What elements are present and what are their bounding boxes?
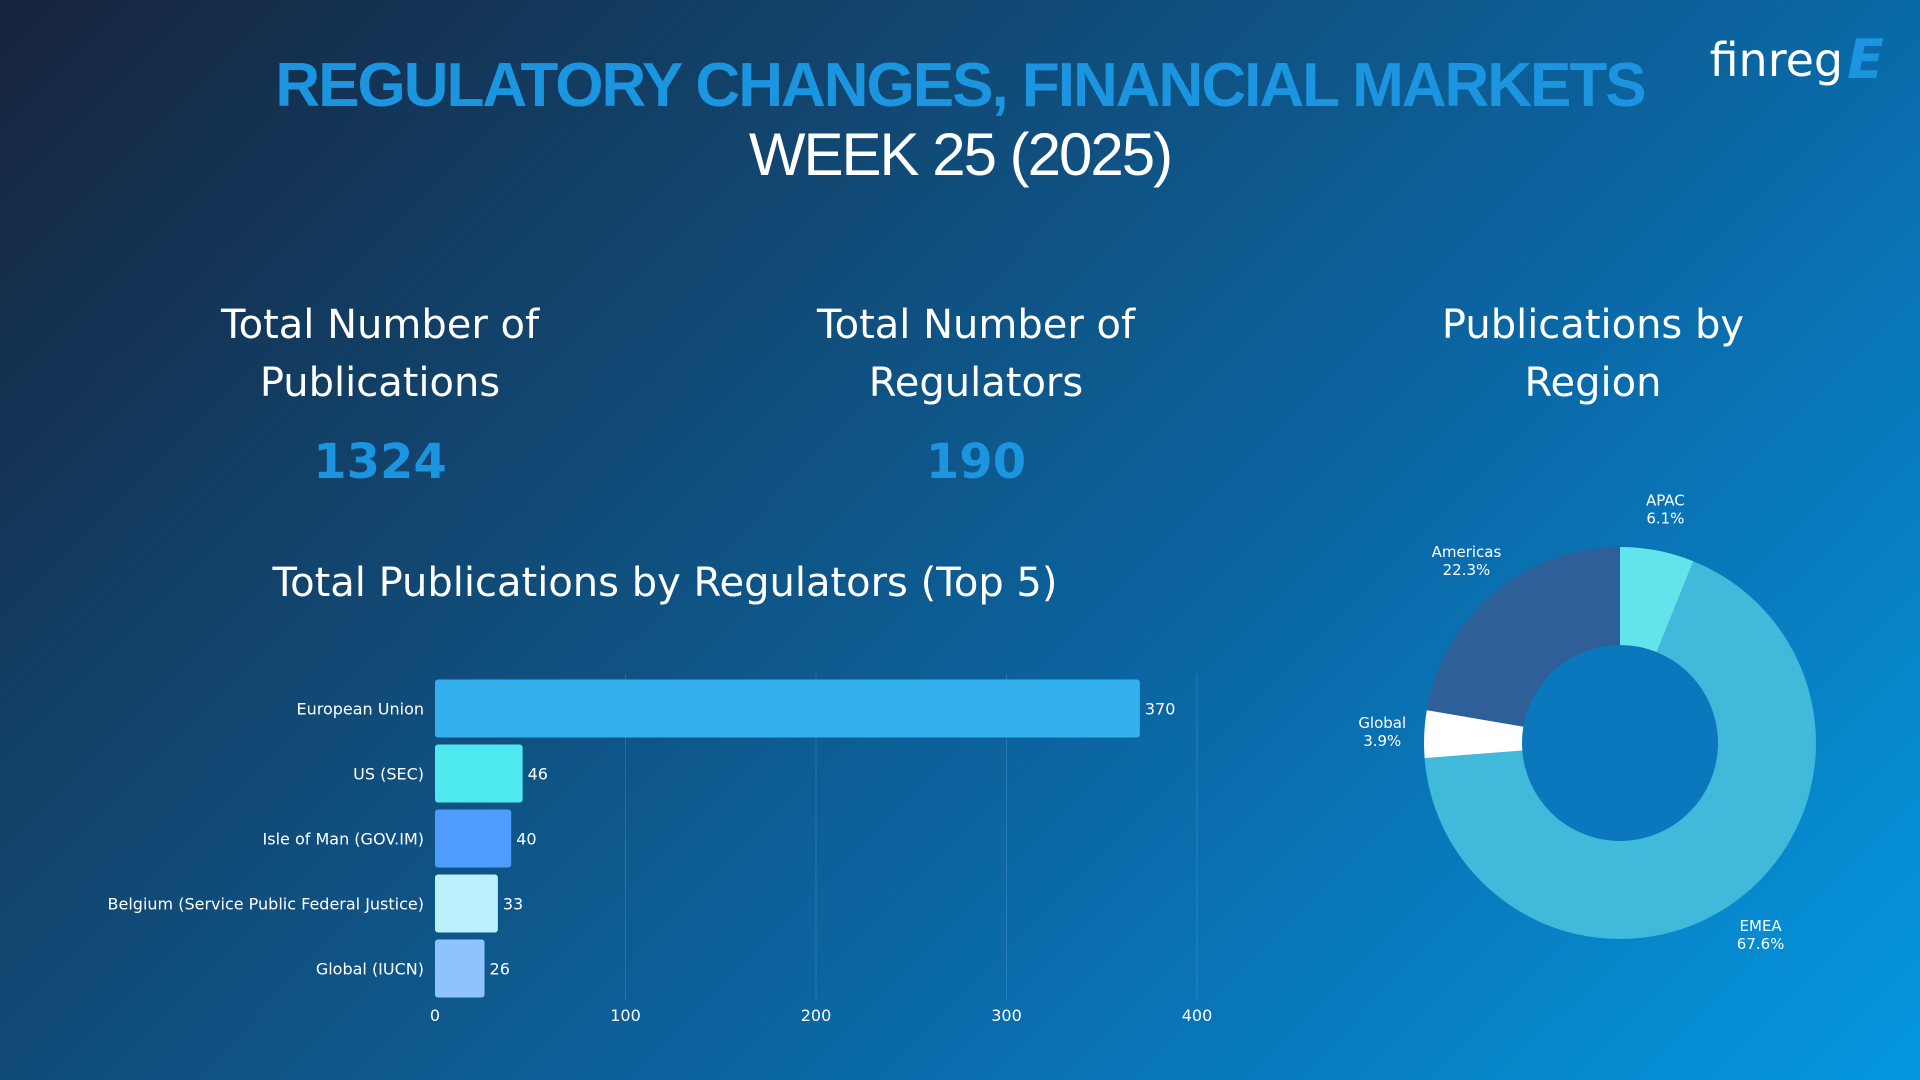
slice-label-global: Global xyxy=(1358,714,1406,732)
bar-belgium-service-public-federal-justice xyxy=(435,874,498,933)
x-tick-label-100: 100 xyxy=(610,1006,641,1025)
bar-global-iucn xyxy=(435,939,485,998)
kpi-publications-label-line2: Publications xyxy=(259,360,501,406)
region-title-line1: Publications by xyxy=(1441,302,1745,348)
slice-value-americas: 22.3% xyxy=(1443,561,1491,579)
slice-emea xyxy=(1424,561,1816,939)
slice-label-emea: EMEA xyxy=(1740,917,1783,935)
bar-chart-title: Total Publications by Regulators (Top 5) xyxy=(272,560,1058,606)
value-label-global-iucn: 26 xyxy=(490,960,510,979)
value-label-belgium-service-public-federal-justice: 33 xyxy=(503,895,523,914)
category-label-belgium-service-public-federal-justice: Belgium (Service Public Federal Justice) xyxy=(108,895,424,914)
slice-value-emea: 67.6% xyxy=(1737,935,1785,953)
region-title-line2: Region xyxy=(1524,360,1662,406)
slice-label-apac: APAC xyxy=(1646,491,1685,509)
category-label-us-sec: US (SEC) xyxy=(353,765,424,784)
x-tick-label-400: 400 xyxy=(1182,1006,1213,1025)
kpi-publications-label-line1: Total Number of xyxy=(220,302,540,348)
region-section-title: Publications by Region xyxy=(1353,296,1833,412)
slice-label-americas: Americas xyxy=(1432,543,1502,561)
value-label-us-sec: 46 xyxy=(528,765,548,784)
bar-european-union xyxy=(435,679,1140,738)
logo-text: finreg xyxy=(1709,32,1844,87)
category-label-global-iucn: Global (IUCN) xyxy=(316,960,424,979)
kpi-publications: Total Number of Publications 1324 xyxy=(140,296,620,490)
slice-americas xyxy=(1426,547,1620,727)
donut-hole xyxy=(1520,643,1720,843)
kpi-regulators-value: 190 xyxy=(925,434,1027,490)
page-subtitle: WEEK 25 (2025) xyxy=(748,121,1173,188)
kpi-regulators-label-line2: Regulators xyxy=(868,360,1084,406)
x-tick-label-200: 200 xyxy=(801,1006,832,1025)
slice-apac xyxy=(1620,547,1694,653)
x-tick-label-300: 300 xyxy=(991,1006,1022,1025)
slice-global xyxy=(1424,710,1524,759)
slice-value-global: 3.9% xyxy=(1363,732,1401,750)
value-label-european-union: 370 xyxy=(1145,700,1176,719)
page-title: REGULATORY CHANGES, FINANCIAL MARKETS xyxy=(275,51,1646,120)
kpi-publications-value: 1324 xyxy=(313,434,447,490)
slice-value-apac: 6.1% xyxy=(1646,509,1684,527)
logo-mark-icon: E xyxy=(1847,28,1884,91)
value-label-isle-of-man-gov-im: 40 xyxy=(516,830,536,849)
kpi-regulators-label-line1: Total Number of xyxy=(816,302,1136,348)
bar-chart: European Union 370 US (SEC) 46 Isle of Man (… xyxy=(108,674,1213,1025)
bar-isle-of-man-gov-im xyxy=(435,809,512,868)
x-tick-label-0: 0 xyxy=(430,1006,440,1025)
bar-us-sec xyxy=(435,744,523,803)
finreg-logo: finreg E xyxy=(1710,28,1884,91)
category-label-european-union: European Union xyxy=(296,700,424,719)
kpi-regulators: Total Number of Regulators 190 xyxy=(736,296,1216,490)
category-label-isle-of-man-gov-im: Isle of Man (GOV.IM) xyxy=(263,830,424,849)
